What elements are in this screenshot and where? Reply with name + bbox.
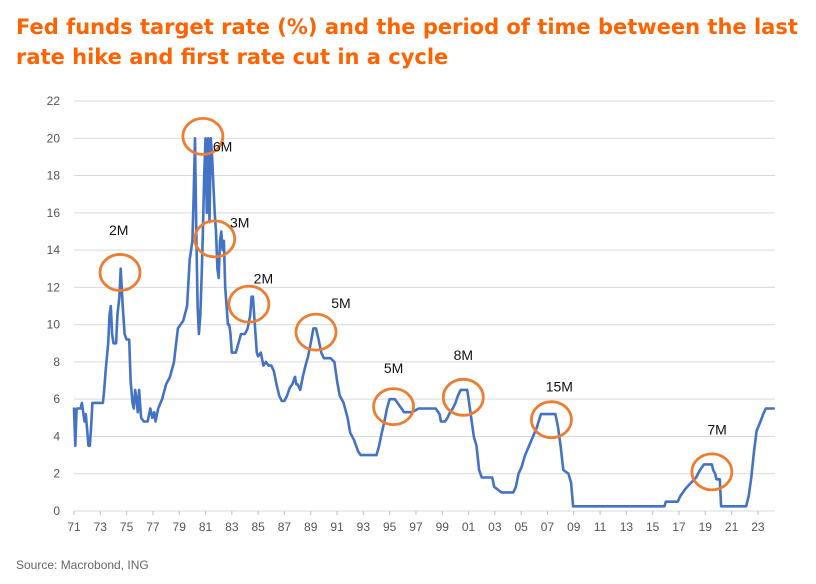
annotation-circle [690,452,734,492]
x-tick-label: 87 [278,520,292,534]
source-note: Source: Macrobond, ING [16,558,149,572]
x-tick-label: 89 [304,520,318,534]
y-tick-label: 8 [53,355,60,369]
x-tick-label: 05 [514,520,528,534]
chart-title: Fed funds target rate (%) and the period… [16,15,798,69]
series-layer [72,137,776,508]
annotation-label: 15M [546,379,573,395]
x-tick-label: 17 [672,520,686,534]
x-tick-label: 81 [199,520,213,534]
annotation-label: 2M [254,271,273,287]
y-tick-label: 10 [47,318,61,332]
annotation-circle [193,219,237,259]
annotation-label: 7M [707,422,726,438]
annotation-circle [294,312,338,352]
annotation-circle [530,400,573,440]
grid-lines [74,100,775,512]
x-tick-label: 97 [409,520,423,534]
y-tick-label: 12 [47,280,61,294]
x-tick-label: 21 [725,520,739,534]
y-tick-label: 4 [53,429,60,443]
x-tick-label: 09 [567,520,581,534]
y-tick-label: 22 [47,94,61,108]
x-tick-label: 91 [330,520,344,534]
y-tick-label: 14 [47,243,61,257]
x-tick-label: 13 [620,520,634,534]
annotation-label: 2M [109,222,128,238]
x-tick-label: 19 [699,520,713,534]
x-tick-label: 15 [646,520,660,534]
y-tick-label: 20 [47,131,61,145]
x-tick-label: 71 [67,520,81,534]
x-tick-label: 95 [383,520,397,534]
x-tick-label: 03 [488,520,502,534]
x-tick-label: 93 [357,520,371,534]
annotation-circle [372,387,415,427]
annotation-circle [181,117,225,156]
x-tick-label: 23 [751,520,765,534]
series-line-fed-funds [72,137,776,508]
x-tick-label: 73 [94,520,108,534]
x-tick-label: 75 [120,520,134,534]
x-tick-label: 01 [462,520,476,534]
annotation-circle [227,284,271,324]
annotation-label: 5M [331,295,350,311]
x-tick-label: 85 [251,520,265,534]
y-tick-label: 2 [53,467,60,481]
annotation-label: 5M [384,360,403,376]
x-axis-ticks: 71 73 75 77 79 81 83 85 87 89 91 93 95 97 99 01 03 05 07 09… [67,511,765,534]
annotation-circle [441,377,485,417]
x-tick-label: 83 [225,520,239,534]
x-tick-label: 77 [146,520,160,534]
x-tick-label: 79 [173,520,187,534]
annotation-label: 3M [230,215,249,231]
x-tick-label: 99 [436,520,450,534]
annotation-label: 6M [213,138,232,154]
y-tick-label: 16 [47,206,61,220]
y-axis-ticks: 0 2 4 6 8 10 12 14 16 18 20 22 [47,94,61,518]
x-tick-label: 11 [594,520,607,534]
x-tick-label: 07 [541,520,555,534]
y-tick-label: 6 [53,392,60,406]
y-tick-label: 18 [47,169,61,183]
annotation-label: 8M [454,347,473,363]
annotation-circle [98,253,142,292]
y-tick-label: 0 [53,504,60,518]
annotations: 2M 6M 3M 2M 5M 5M 8M 15M 7M [98,117,734,492]
